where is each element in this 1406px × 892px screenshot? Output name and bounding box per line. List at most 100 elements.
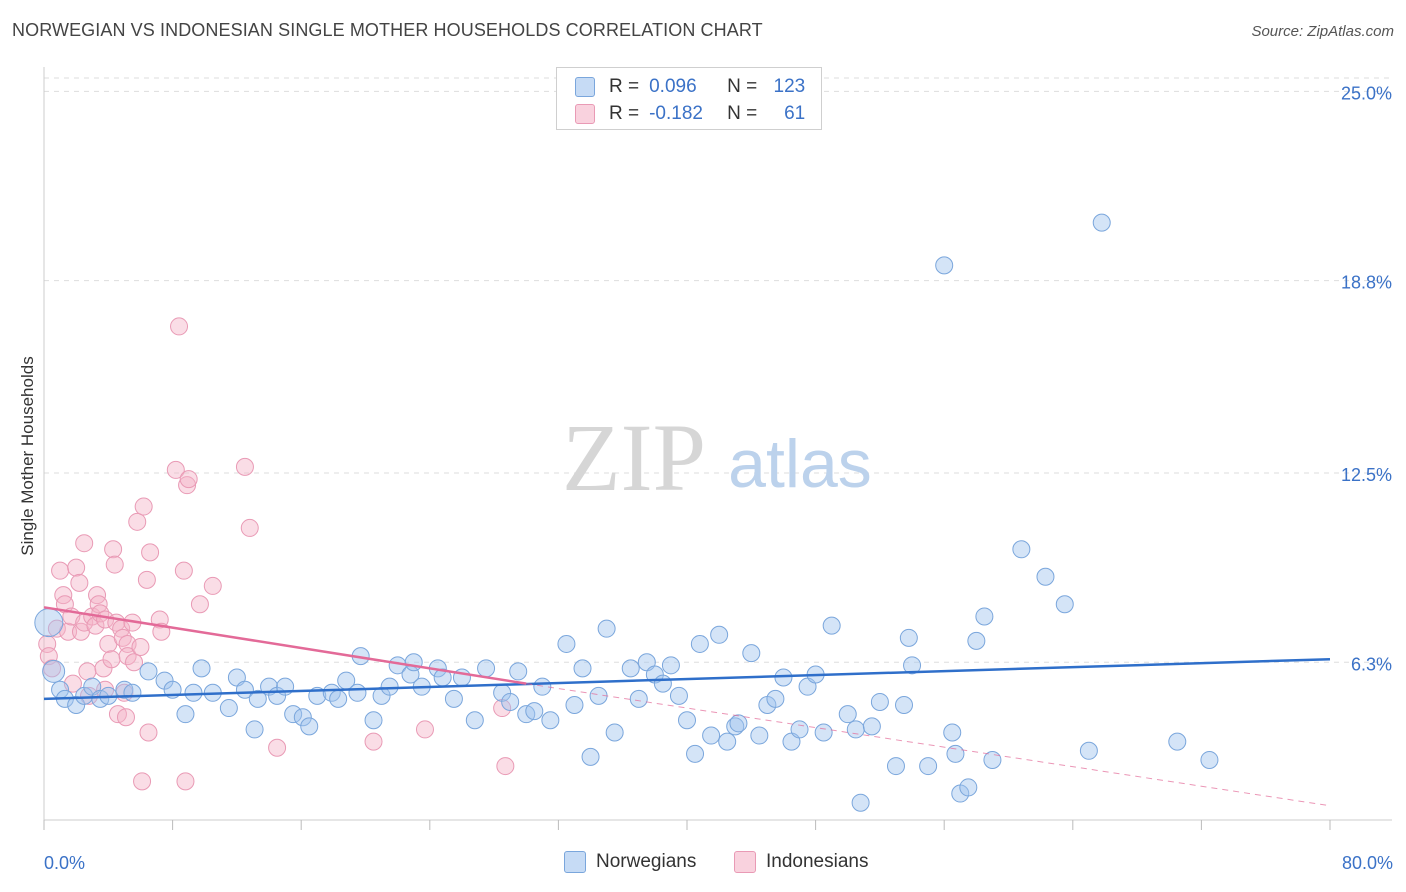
gridlines <box>44 77 1392 663</box>
norwegians-point <box>983 750 1002 769</box>
indonesians-point <box>116 708 135 727</box>
indonesians-point <box>54 586 73 605</box>
norwegians-point <box>42 659 66 683</box>
norwegians-point <box>774 668 793 687</box>
legend-swatch-blue <box>575 77 595 97</box>
norwegians-point <box>621 659 640 678</box>
source-label: Source: ZipAtlas.com <box>1251 23 1394 40</box>
legend-swatch-pink <box>575 104 595 124</box>
indonesians-point <box>89 595 108 614</box>
norwegians-point <box>1079 741 1098 760</box>
norwegians-point <box>1200 750 1219 769</box>
legend-item-norwegians: Norwegians <box>564 851 696 873</box>
norwegians-point <box>702 726 721 745</box>
norwegians-point <box>34 608 64 638</box>
indonesians-point <box>166 460 185 479</box>
norwegians-point <box>766 689 785 708</box>
indonesians-point <box>240 518 259 537</box>
indonesians-point <box>176 772 195 791</box>
watermark: ZIP atlas <box>562 404 872 511</box>
norwegians-point <box>862 717 881 736</box>
indonesians-point <box>125 653 144 672</box>
indonesians-point <box>134 497 153 516</box>
norwegians-point <box>176 705 195 724</box>
legend-r-value: -0.182 <box>649 103 703 124</box>
norwegians-point <box>541 711 560 730</box>
legend-r-label: R = <box>609 76 640 97</box>
norwegians-point <box>790 720 809 739</box>
legend-label-norwegians: Norwegians <box>596 851 697 872</box>
norwegians-point <box>245 720 264 739</box>
indonesians-trend-line <box>43 606 527 685</box>
norwegians-point <box>465 711 484 730</box>
watermark-zip: ZIP <box>562 404 706 511</box>
norwegians-point <box>380 677 399 696</box>
indonesians-point <box>70 573 89 592</box>
norwegians-point <box>686 744 705 763</box>
norwegians-point <box>404 653 423 672</box>
norwegians-points <box>34 213 1219 812</box>
norwegians-point <box>822 616 841 635</box>
norwegians-point <box>565 696 584 715</box>
indonesians-trend-extension <box>526 683 1331 807</box>
chart-title: NORWEGIAN VS INDONESIAN SINGLE MOTHER HO… <box>12 20 763 40</box>
norwegians-point <box>300 717 319 736</box>
indonesians-point <box>102 650 121 669</box>
norwegians-point <box>899 628 918 647</box>
norwegians-point <box>851 793 870 812</box>
indonesians-point <box>78 662 97 681</box>
norwegians-point <box>742 644 761 663</box>
indonesians-point <box>113 628 132 647</box>
indonesians-point <box>47 619 66 638</box>
indonesians-point <box>170 317 189 336</box>
indonesians-point <box>88 586 107 605</box>
norwegians-point <box>678 711 696 730</box>
norwegians-point <box>509 662 528 681</box>
y-tick-label: 6.3% <box>1351 654 1392 674</box>
norwegians-point <box>975 607 994 626</box>
indonesians-point <box>190 595 209 614</box>
indonesians-point <box>67 558 86 577</box>
legend-n-value: 123 <box>773 76 806 97</box>
norwegians-point <box>895 696 914 715</box>
norwegians-point <box>444 689 463 708</box>
legend-label-indonesians: Indonesians <box>766 851 869 872</box>
indonesians-point <box>131 637 150 656</box>
norwegians-point <box>1092 213 1111 232</box>
y-tick-label: 25.0% <box>1341 83 1392 103</box>
norwegians-point <box>1012 540 1031 559</box>
norwegians-point <box>935 256 954 275</box>
norwegians-point <box>653 674 672 693</box>
indonesians-point <box>178 476 197 495</box>
legend-n-value: 61 <box>784 103 806 124</box>
norwegians-point <box>477 659 496 678</box>
norwegians-point <box>959 778 978 797</box>
norwegians-point <box>329 689 348 708</box>
norwegians-point <box>123 683 142 702</box>
indonesians-point <box>128 512 147 531</box>
indonesians-point <box>139 723 158 742</box>
legend-n-label: N = <box>727 76 758 97</box>
norwegians-point <box>501 692 520 711</box>
norwegians-point <box>184 683 203 702</box>
norwegians-point <box>219 699 238 718</box>
norwegians-point <box>597 619 616 638</box>
indonesians-point <box>496 757 515 776</box>
norwegians-point <box>192 659 211 678</box>
legend-r-value: 0.096 <box>649 76 697 97</box>
norwegians-point <box>967 631 986 650</box>
norwegians-point <box>573 659 592 678</box>
norwegians-point <box>581 747 600 766</box>
indonesians-point <box>104 540 123 559</box>
norwegians-point <box>1036 567 1055 586</box>
indonesians-point <box>75 534 94 553</box>
norwegians-point <box>726 717 745 736</box>
norwegians-point <box>943 723 962 742</box>
axes <box>43 67 1392 830</box>
norwegians-point <box>293 708 312 727</box>
norwegians-point <box>870 692 889 711</box>
norwegians-point <box>729 714 748 733</box>
norwegians-point <box>525 702 544 721</box>
norwegians-point <box>710 625 729 644</box>
